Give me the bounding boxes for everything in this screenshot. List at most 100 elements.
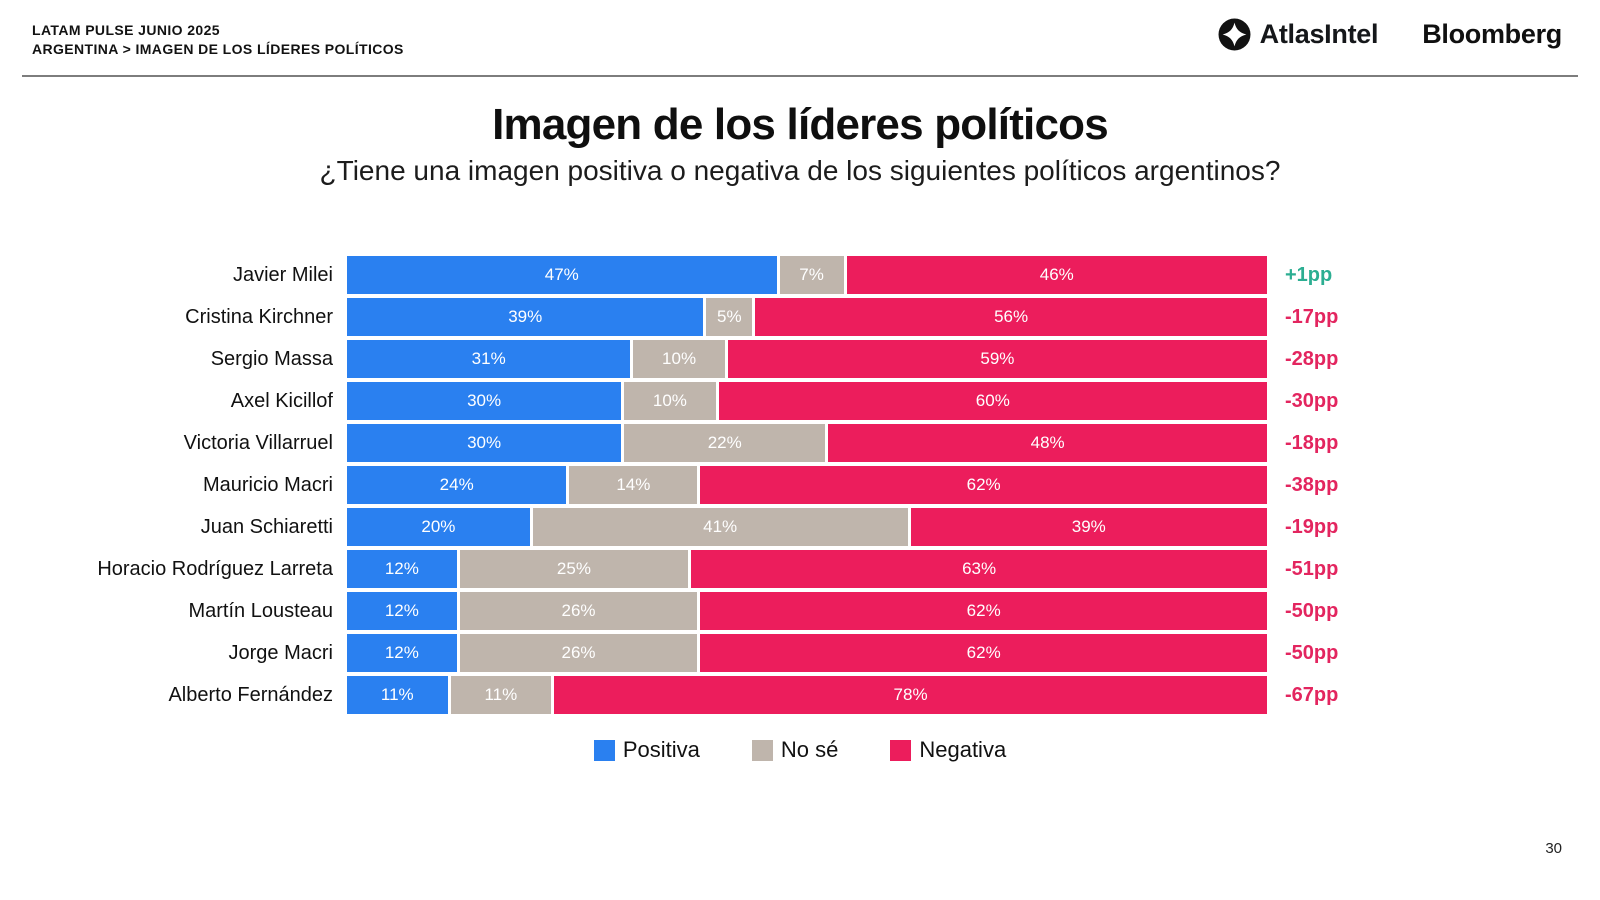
- segment-value-label: 11%: [484, 685, 518, 704]
- chart-row: Sergio Massa 31% 10% 59% -28pp: [0, 340, 1600, 378]
- legend-swatch: [890, 739, 912, 761]
- segment-value-label: 25%: [556, 559, 591, 578]
- category-label: Javier Milei: [232, 263, 333, 286]
- bar-segment-positiva: 31%: [347, 340, 631, 378]
- bar-segment-no-sé: 7%: [779, 256, 844, 294]
- bar-segment-no-sé: 10%: [633, 340, 725, 378]
- chart-row: Javier Milei 47% 7% 46% +1pp: [0, 256, 1600, 294]
- bar-segment-positiva: 30%: [347, 424, 622, 462]
- bar-segment-negativa: 56%: [755, 298, 1267, 336]
- bar-segment-negativa: 60%: [718, 382, 1268, 420]
- bar-segment-no-sé: 10%: [624, 382, 716, 420]
- page-number: 30: [1545, 840, 1562, 857]
- bar-segment-positiva: 47%: [347, 256, 777, 294]
- segment-value-label: 30%: [467, 391, 502, 410]
- segment-value-label: 62%: [966, 475, 1001, 494]
- report-name: LATAM PULSE JUNIO 2025: [32, 22, 220, 38]
- net-delta-label: -50pp: [1285, 599, 1339, 622]
- chart-row: Horacio Rodríguez Larreta 12% 25% 63% -51pp: [0, 550, 1600, 588]
- bar-segment-positiva: 24%: [347, 466, 567, 504]
- bar-segment-positiva: 12%: [347, 550, 457, 588]
- bar-track: 12% 26% 62%: [347, 634, 1268, 672]
- category-label: Axel Kicillof: [230, 389, 333, 412]
- net-delta-label: -17pp: [1285, 305, 1339, 328]
- chart-row: Axel Kicillof 30% 10% 60% -30pp: [0, 382, 1600, 420]
- bar-track: 47% 7% 46%: [347, 256, 1267, 294]
- chart-row: Martín Lousteau 12% 26% 62% -50pp: [0, 592, 1600, 630]
- category-label: Cristina Kirchner: [185, 305, 333, 328]
- net-delta-label: -18pp: [1285, 431, 1339, 454]
- segment-value-label: 26%: [561, 601, 596, 620]
- segment-value-label: 62%: [966, 601, 1001, 620]
- net-delta-label: -50pp: [1285, 641, 1339, 664]
- chart-legend: Positiva No sé Negativa: [0, 737, 1600, 763]
- bar-track: 20% 41% 39%: [347, 508, 1267, 546]
- bar-track: 12% 25% 63%: [347, 550, 1267, 588]
- bar-segment-negativa: 46%: [846, 256, 1267, 294]
- legend-swatch: [751, 739, 773, 761]
- bar-segment-negativa: 62%: [700, 634, 1268, 672]
- net-delta-label: -38pp: [1285, 473, 1339, 496]
- bar-track: 30% 10% 60%: [347, 382, 1268, 420]
- segment-value-label: 26%: [561, 643, 596, 662]
- segment-value-label: 60%: [975, 391, 1010, 410]
- bar-segment-negativa: 63%: [691, 550, 1267, 588]
- chart-row: Victoria Villarruel 30% 22% 48% -18pp: [0, 424, 1600, 462]
- segment-value-label: 10%: [662, 349, 697, 368]
- bar-segment-negativa: 78%: [554, 676, 1268, 714]
- segment-value-label: 39%: [508, 307, 543, 326]
- bar-segment-no-sé: 5%: [706, 298, 753, 336]
- bar-track: 24% 14% 62%: [347, 466, 1267, 504]
- segment-value-label: 24%: [439, 475, 474, 494]
- category-label: Alberto Fernández: [168, 683, 333, 706]
- legend-item-positiva: Positiva: [593, 737, 700, 763]
- segment-value-label: 11%: [380, 685, 414, 704]
- bar-track: 39% 5% 56%: [347, 298, 1267, 336]
- bar-segment-positiva: 11%: [347, 676, 448, 714]
- bar-track: 30% 22% 48%: [347, 424, 1267, 462]
- net-delta-label: -30pp: [1285, 389, 1339, 412]
- bar-segment-no-sé: 11%: [450, 676, 552, 714]
- segment-value-label: 20%: [421, 517, 456, 536]
- net-delta-label: +1pp: [1285, 263, 1333, 286]
- bar-track: 11% 11% 78%: [347, 676, 1268, 714]
- bar-segment-negativa: 62%: [700, 466, 1267, 504]
- legend-swatch: [593, 739, 615, 761]
- chart-row: Jorge Macri 12% 26% 62% -50pp: [0, 634, 1600, 672]
- bar-segment-positiva: 12%: [347, 592, 457, 630]
- bloomberg-wordmark: Bloomberg: [1422, 19, 1562, 49]
- report-kicker: LATAM PULSE JUNIO 2025 ARGENTINA > IMAGE…: [32, 21, 404, 59]
- segment-value-label: 31%: [471, 349, 506, 368]
- category-label: Victoria Villarruel: [183, 431, 333, 454]
- page-title: Imagen de los líderes políticos: [492, 100, 1109, 149]
- segment-value-label: 56%: [994, 307, 1029, 326]
- atlasintel-logo: AtlasIntel: [1218, 18, 1379, 51]
- bar-segment-positiva: 12%: [347, 634, 457, 672]
- segment-value-label: 47%: [544, 265, 579, 284]
- segment-value-label: 14%: [616, 475, 651, 494]
- logo-group: AtlasIntel Bloomberg: [1218, 18, 1562, 51]
- stacked-bar-chart: Javier Milei 47% 7% 46% +1pp Cristina Kirchne…: [0, 256, 1600, 718]
- legend-label: No sé: [780, 737, 839, 762]
- atlasintel-wordmark: AtlasIntel: [1259, 19, 1379, 49]
- bar-segment-negativa: 62%: [700, 592, 1268, 630]
- atlasintel-icon: [1218, 18, 1251, 51]
- category-label: Martín Lousteau: [188, 599, 333, 622]
- chart-row: Cristina Kirchner 39% 5% 56% -17pp: [0, 298, 1600, 336]
- bar-segment-no-sé: 22%: [624, 424, 826, 462]
- bar-segment-no-sé: 14%: [569, 466, 698, 504]
- net-delta-label: -51pp: [1285, 557, 1339, 580]
- bar-segment-negativa: 48%: [828, 424, 1267, 462]
- segment-value-label: 48%: [1030, 433, 1065, 452]
- segment-value-label: 12%: [384, 559, 419, 578]
- chart-row: Alberto Fernández 11% 11% 78% -67pp: [0, 676, 1600, 714]
- segment-value-label: 62%: [966, 643, 1001, 662]
- bar-track: 12% 26% 62%: [347, 592, 1268, 630]
- segment-value-label: 30%: [467, 433, 502, 452]
- bar-segment-negativa: 39%: [910, 508, 1267, 546]
- category-label: Juan Schiaretti: [200, 515, 333, 538]
- bar-segment-no-sé: 26%: [459, 634, 698, 672]
- segment-value-label: 39%: [1071, 517, 1106, 536]
- legend-item-negativa: Negativa: [890, 737, 1006, 763]
